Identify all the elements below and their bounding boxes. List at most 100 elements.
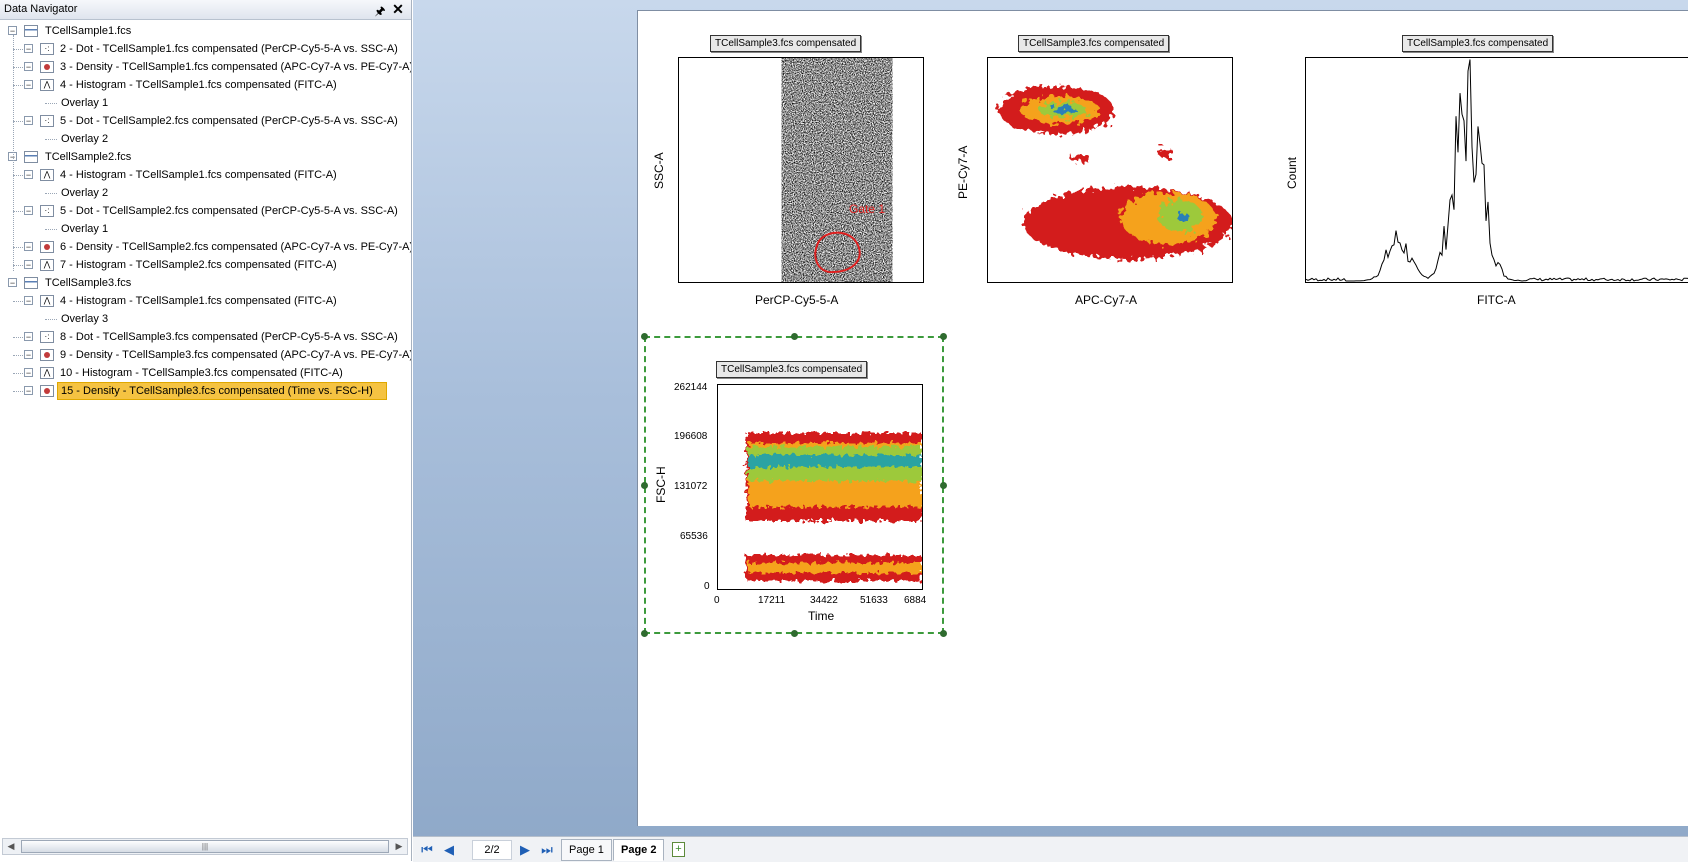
tree-node-plot[interactable]: − 15 - Density - TCellSample3.fcs compens… xyxy=(0,382,411,400)
collapse-icon[interactable]: − xyxy=(24,368,33,378)
collapse-icon[interactable]: − xyxy=(24,296,33,306)
tree-node-plot[interactable]: − ⋀ 4 - Histogram - TCellSample1.fcs compe… xyxy=(0,292,411,310)
plot-title: TCellSample3.fcs compensated xyxy=(1018,35,1170,52)
resize-handle[interactable] xyxy=(791,630,798,637)
density-plot-icon xyxy=(40,61,54,73)
collapse-icon[interactable]: − xyxy=(24,332,33,342)
histogram-plot-icon: ⋀ xyxy=(40,259,54,271)
tree-node-label: 4 - Histogram - TCellSample1.fcs compens… xyxy=(60,295,337,307)
x-tick-label: 6884 xyxy=(904,595,927,606)
y-axis-label: PE-Cy7-A xyxy=(956,145,970,199)
tree-connector xyxy=(13,175,25,176)
gate-label: Gate 1 xyxy=(849,202,885,216)
density-plot-area[interactable] xyxy=(987,57,1233,283)
resize-handle[interactable] xyxy=(940,333,947,340)
histogram-plot-icon: ⋀ xyxy=(40,295,54,307)
tree-node-plot[interactable]: − 9 - Density - TCellSample3.fcs compensa… xyxy=(0,346,411,364)
tree-node-label: Overlay 2 xyxy=(61,133,109,145)
tree-connector xyxy=(13,355,25,356)
next-page-icon[interactable]: ▶ xyxy=(520,842,530,857)
collapse-icon[interactable]: − xyxy=(8,152,17,162)
first-page-icon[interactable]: ⏮ xyxy=(421,842,433,857)
horizontal-scrollbar[interactable]: ◀ ||| ▶ xyxy=(2,838,408,855)
collapse-icon[interactable]: − xyxy=(24,386,33,396)
tree-node-label: Overlay 1 xyxy=(61,223,109,235)
resize-handle[interactable] xyxy=(940,482,947,489)
fcs-file-icon xyxy=(24,25,38,37)
scroll-left-icon[interactable]: ◀ xyxy=(7,841,15,851)
tree-node-label: 7 - Histogram - TCellSample2.fcs compens… xyxy=(60,259,337,271)
resize-handle[interactable] xyxy=(641,333,648,340)
tree-node-overlay[interactable]: Overlay 1 xyxy=(0,220,411,238)
data-navigator-panel: Data Navigator 🖈 ✕ − TCellSample1.fcs − ·: 2… xyxy=(0,0,412,861)
tree-node-plot[interactable]: − ·: 8 - Dot - TCellSample3.fcs compensate… xyxy=(0,328,411,346)
tree-connector xyxy=(45,103,57,104)
tree-node-plot[interactable]: − ⋀ 10 - Histogram - TCellSample3.fcs comp… xyxy=(0,364,411,382)
resize-handle[interactable] xyxy=(641,482,648,489)
tree-connector xyxy=(13,337,25,338)
tree-node-plot[interactable]: − ·: 2 - Dot - TCellSample1.fcs compensate… xyxy=(0,40,411,58)
collapse-icon[interactable]: − xyxy=(24,80,33,90)
navigator-header: Data Navigator 🖈 ✕ xyxy=(0,0,411,20)
tree-node-plot[interactable]: − ⋀ 4 - Histogram - TCellSample1.fcs compe… xyxy=(0,166,411,184)
scrollbar-thumb[interactable]: ||| xyxy=(21,840,389,853)
collapse-icon[interactable]: − xyxy=(24,62,33,72)
pin-icon[interactable]: 🖈 xyxy=(374,4,386,18)
tree-node-label: 9 - Density - TCellSample3.fcs compensat… xyxy=(60,349,411,361)
tab-page-2[interactable]: Page 2 xyxy=(613,839,665,861)
close-icon[interactable]: ✕ xyxy=(392,1,404,17)
previous-page-icon[interactable]: ◀ xyxy=(444,842,454,857)
plot-selection-box[interactable] xyxy=(641,333,947,637)
tree-node-label: 10 - Histogram - TCellSample3.fcs compen… xyxy=(60,367,343,379)
tree-node-overlay[interactable]: Overlay 2 xyxy=(0,130,411,148)
tree-node-overlay[interactable]: Overlay 3 xyxy=(0,310,411,328)
add-page-icon[interactable]: + xyxy=(672,842,685,857)
x-axis-label: FITC-A xyxy=(1477,293,1516,307)
collapse-icon[interactable]: − xyxy=(24,116,33,126)
y-axis-label: Count xyxy=(1285,156,1299,189)
tree-node-sample[interactable]: − TCellSample2.fcs xyxy=(0,148,411,166)
tree-node-plot[interactable]: − 6 - Density - TCellSample2.fcs compensa… xyxy=(0,238,411,256)
y-tick-label: 65536 xyxy=(680,531,708,542)
tab-page-1[interactable]: Page 1 xyxy=(561,839,612,861)
collapse-icon[interactable]: − xyxy=(8,26,17,36)
tree-node-plot[interactable]: − ⋀ 4 - Histogram - TCellSample1.fcs compe… xyxy=(0,76,411,94)
collapse-icon[interactable]: − xyxy=(8,278,17,288)
x-axis-label: Time xyxy=(808,609,835,623)
tree-connector xyxy=(13,67,25,68)
tree-node-plot[interactable]: − ·: 5 - Dot - TCellSample2.fcs compensate… xyxy=(0,112,411,130)
tree-node-overlay[interactable]: Overlay 2 xyxy=(0,184,411,202)
x-tick-label: 17211 xyxy=(758,595,786,606)
tree-node-label: TCellSample1.fcs xyxy=(45,25,132,37)
tree-node-label: 6 - Density - TCellSample2.fcs compensat… xyxy=(60,241,411,253)
collapse-icon[interactable]: − xyxy=(24,206,33,216)
density-plot-icon xyxy=(40,241,54,253)
collapse-icon[interactable]: − xyxy=(24,260,33,270)
gate-outline[interactable] xyxy=(814,231,861,274)
tree-node-overlay[interactable]: Overlay 1 xyxy=(0,94,411,112)
tree-connector xyxy=(13,265,25,266)
tree-node-sample[interactable]: − TCellSample3.fcs xyxy=(0,274,411,292)
plot-title: TCellSample3.fcs compensated xyxy=(716,361,868,378)
tree-node-plot[interactable]: − 3 - Density - TCellSample1.fcs compensa… xyxy=(0,58,411,76)
tree-node-sample[interactable]: − TCellSample1.fcs xyxy=(0,22,411,40)
layout-page[interactable]: TCellSample3.fcs compensated Gate 1 PerC… xyxy=(637,10,1688,826)
tree-node-plot[interactable]: − ·: 5 - Dot - TCellSample2.fcs compensate… xyxy=(0,202,411,220)
collapse-icon[interactable]: − xyxy=(24,44,33,54)
last-page-icon[interactable]: ⏭ xyxy=(541,842,553,857)
dot-plot-area[interactable]: Gate 1 xyxy=(678,57,924,283)
resize-handle[interactable] xyxy=(641,630,648,637)
tree-connector xyxy=(45,229,57,230)
histogram-plot-area[interactable] xyxy=(1305,57,1688,283)
dot-plot-icon: ·: xyxy=(40,115,54,127)
fcs-file-icon xyxy=(24,277,38,289)
scroll-right-icon[interactable]: ▶ xyxy=(395,841,403,851)
time-plot-area[interactable] xyxy=(717,384,923,590)
resize-handle[interactable] xyxy=(791,333,798,340)
tree-node-plot[interactable]: − ⋀ 7 - Histogram - TCellSample2.fcs compe… xyxy=(0,256,411,274)
collapse-icon[interactable]: − xyxy=(24,170,33,180)
collapse-icon[interactable]: − xyxy=(24,350,33,360)
collapse-icon[interactable]: − xyxy=(24,242,33,252)
tree-connector xyxy=(13,35,14,271)
resize-handle[interactable] xyxy=(940,630,947,637)
